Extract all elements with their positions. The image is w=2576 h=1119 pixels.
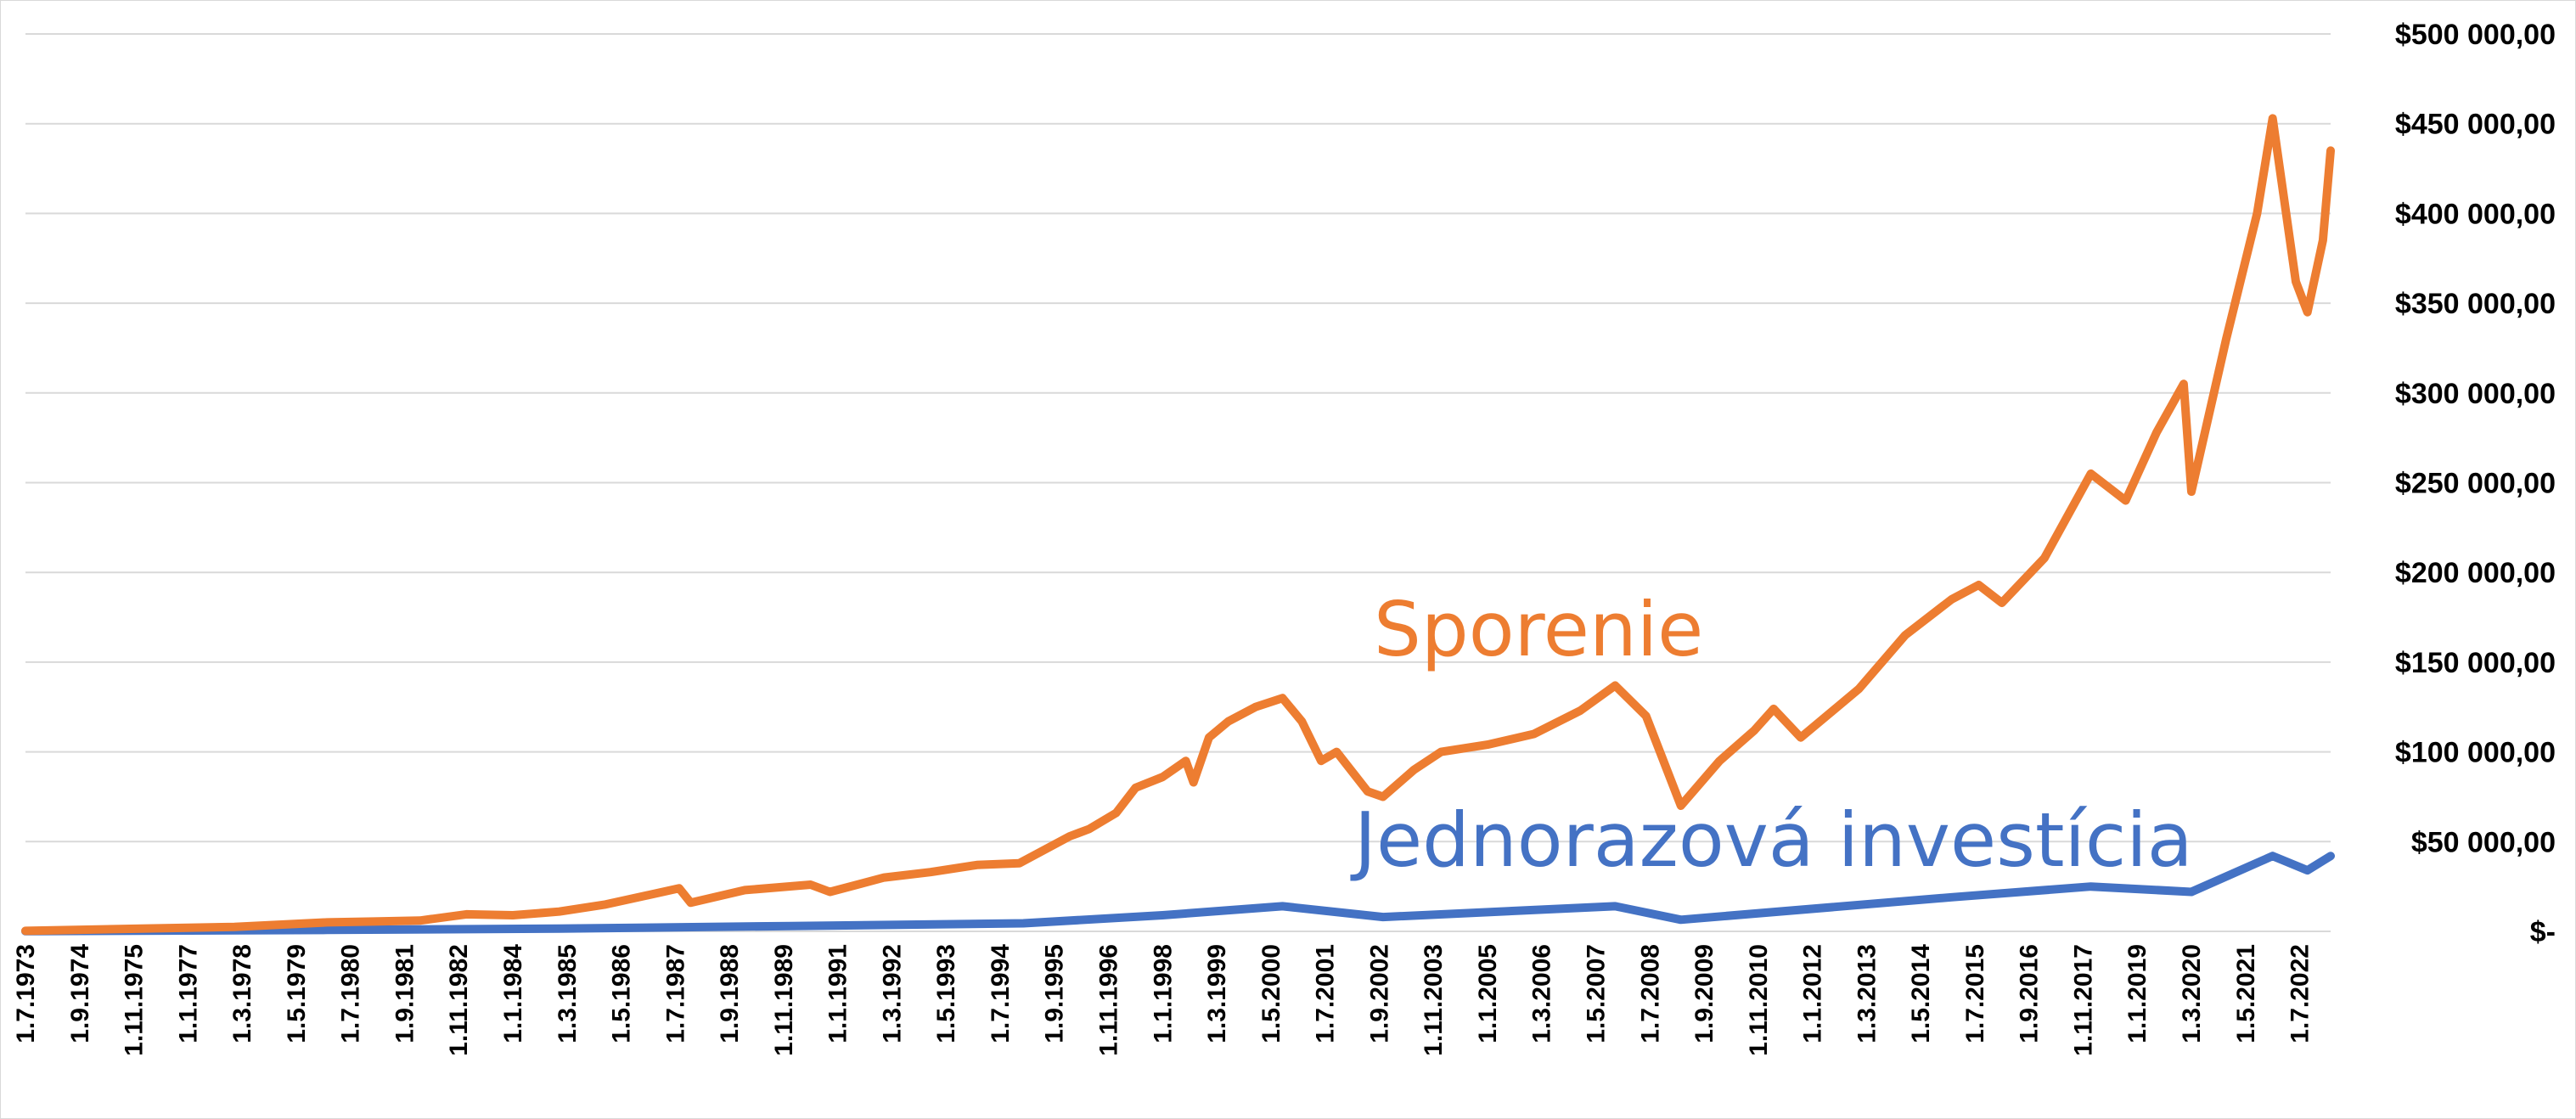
y-tick-label: $- [2530, 916, 2556, 948]
x-tick-label: 1.3.2006 [1528, 944, 1556, 1043]
y-tick-label: $300 000,00 [2395, 378, 2556, 410]
x-tick-label: 1.5.2007 [1582, 944, 1610, 1043]
y-tick-label: $350 000,00 [2395, 288, 2556, 320]
x-tick-label: 1.3.1978 [228, 944, 256, 1043]
x-tick-label: 1.3.2013 [1853, 944, 1881, 1043]
x-tick-label: 1.5.2000 [1257, 944, 1285, 1043]
x-tick-label: 1.9.1981 [391, 944, 419, 1043]
x-tick-label: 1.7.1973 [12, 944, 40, 1043]
x-tick-label: 1.7.2008 [1636, 944, 1664, 1043]
y-tick-label: $200 000,00 [2395, 557, 2556, 589]
x-tick-label: 1.7.1987 [661, 944, 689, 1043]
series-line-jednorazova-investicia [21, 852, 2335, 936]
series-lines [21, 114, 2335, 936]
x-tick-label: 1.11.1982 [445, 944, 473, 1056]
x-tick-label: 1.11.1989 [770, 944, 798, 1056]
x-tick-label: 1.3.1985 [554, 944, 582, 1043]
x-tick-label: 1.11.2010 [1745, 944, 1773, 1056]
y-tick-label: $100 000,00 [2395, 737, 2556, 769]
x-tick-label: 1.1.1984 [499, 944, 527, 1043]
x-tick-label: 1.5.1979 [283, 944, 311, 1043]
x-tick-label: 1.7.1980 [337, 944, 365, 1043]
x-tick-label: 1.5.2021 [2232, 944, 2260, 1043]
x-tick-label: 1.9.2002 [1365, 944, 1393, 1043]
x-tick-label: 1.1.1998 [1149, 944, 1177, 1043]
x-tick-label: 1.5.2014 [1907, 944, 1935, 1043]
x-tick-label: 1.1.2005 [1474, 944, 1502, 1043]
x-tick-label: 1.7.2015 [1961, 944, 1989, 1043]
x-tick-label: 1.1.1977 [174, 944, 202, 1043]
series-label-sporenie: Sporenie [1374, 586, 1703, 673]
x-tick-label: 1.9.1974 [66, 944, 94, 1043]
x-tick-label: 1.3.1992 [878, 944, 906, 1043]
x-tick-label: 1.9.1988 [716, 944, 744, 1043]
series-line-sporenie [21, 114, 2335, 936]
x-tick-label: 1.9.2016 [2016, 944, 2044, 1043]
x-tick-label: 1.9.2009 [1690, 944, 1718, 1043]
x-tick-label: 1.9.1995 [1041, 944, 1069, 1043]
y-tick-label: $250 000,00 [2395, 468, 2556, 500]
x-tick-label: 1.5.1993 [932, 944, 960, 1043]
x-tick-label: 1.7.1994 [987, 944, 1015, 1043]
y-tick-label: $150 000,00 [2395, 647, 2556, 679]
x-tick-label: 1.3.2020 [2178, 944, 2206, 1043]
x-tick-label: 1.7.2022 [2286, 944, 2314, 1043]
x-tick-label: 1.11.1996 [1095, 944, 1123, 1056]
x-tick-label: 1.11.2003 [1420, 944, 1448, 1056]
x-tick-label: 1.3.1999 [1203, 944, 1231, 1043]
x-tick-label: 1.1.2019 [2123, 944, 2151, 1043]
x-axis-ticks: 1.7.1973 1.9.1974 1.11.1975 1.1.1977 1.3.197… [12, 944, 2314, 1056]
x-tick-label: 1.5.1986 [608, 944, 636, 1043]
x-tick-label: 1.7.2001 [1312, 944, 1340, 1043]
x-tick-label: 1.11.1975 [121, 944, 149, 1056]
y-tick-label: $450 000,00 [2395, 109, 2556, 141]
y-tick-label: $500 000,00 [2395, 19, 2556, 51]
y-tick-label: $50 000,00 [2411, 826, 2556, 858]
x-tick-label: 1.11.2017 [2069, 944, 2097, 1056]
x-tick-label: 1.1.2012 [1799, 944, 1827, 1043]
y-axis-ticks: $- $50 000,00 $100 000,00 $150 000,00 $200 0… [2395, 19, 2556, 948]
series-label-jednorazova-investicia: Jednorazová investícia [1350, 796, 2193, 884]
x-tick-label: 1.1.1991 [824, 944, 852, 1043]
y-tick-label: $400 000,00 [2395, 198, 2556, 230]
